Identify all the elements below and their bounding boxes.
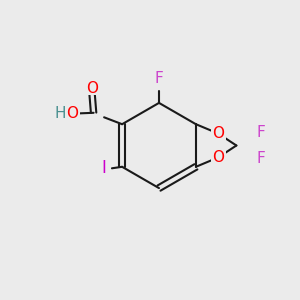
Text: F: F <box>256 125 266 140</box>
Text: F: F <box>256 151 266 166</box>
Bar <box>85 82 100 95</box>
Text: O: O <box>66 106 78 121</box>
Bar <box>211 127 226 140</box>
Bar <box>152 72 166 85</box>
Bar <box>211 151 226 164</box>
Bar <box>254 152 268 165</box>
Text: I: I <box>101 159 106 177</box>
Text: F: F <box>154 71 164 86</box>
Text: O: O <box>86 81 98 96</box>
Text: H: H <box>55 106 66 121</box>
Bar <box>96 162 111 175</box>
Text: O: O <box>212 150 224 165</box>
Bar <box>254 126 268 140</box>
Text: O: O <box>212 126 224 141</box>
Bar <box>64 107 80 120</box>
Bar <box>53 107 68 120</box>
